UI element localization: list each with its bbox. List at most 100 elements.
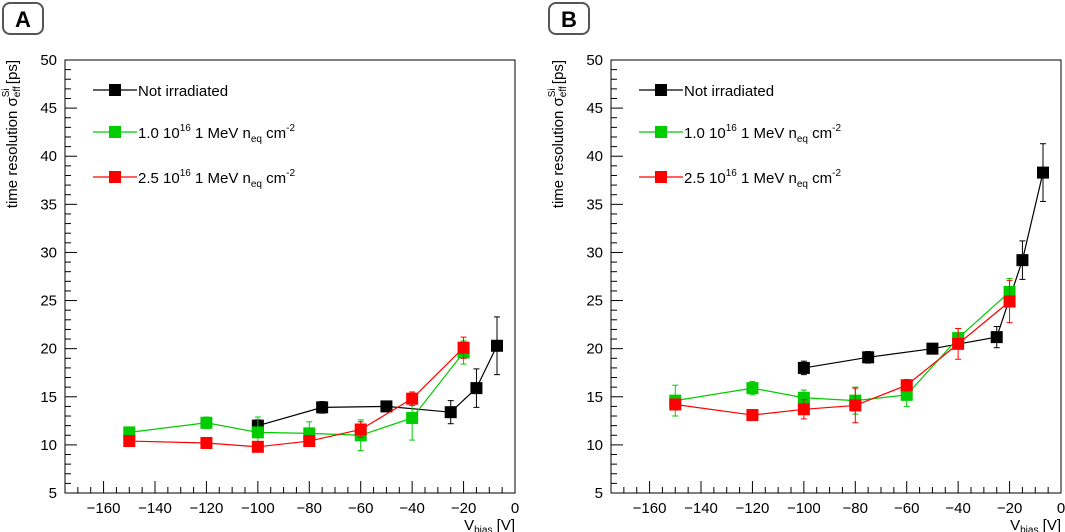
x-tick-label: −60 [894, 500, 919, 517]
y-tick-label: 10 [586, 437, 603, 454]
data-point [457, 341, 470, 354]
legend-marker [109, 126, 121, 138]
legend-entry: 2.5 1016 1 MeV neq cm-2 [639, 168, 842, 190]
x-tick-label: −100 [787, 500, 821, 517]
legend-label: Not irradiated [138, 83, 228, 100]
data-point [797, 361, 810, 374]
y-axis-title: time resolution σeffSi [ps] [547, 60, 569, 208]
data-point [849, 399, 862, 412]
series-0 [797, 143, 1049, 376]
y-tick-label: 30 [586, 244, 603, 261]
x-tick-label: −60 [348, 500, 373, 517]
data-point [669, 398, 682, 411]
y-axis-title: time resolution σeffSi [ps] [1, 60, 23, 208]
y-tick-label: 5 [49, 485, 57, 502]
data-point [123, 426, 136, 439]
x-tick-label: −120 [736, 500, 770, 517]
x-tick-label: −20 [451, 500, 476, 517]
data-point [900, 388, 913, 401]
data-point [251, 426, 264, 439]
legend: Not irradiated 1.0 1016 1 MeV neq cm-2 2.5… [639, 83, 842, 190]
legend-entry: 1.0 1016 1 MeV neq cm-2 [639, 123, 842, 145]
data-point [406, 411, 419, 424]
y-tick-label: 35 [40, 196, 57, 213]
data-point [746, 409, 759, 422]
series-2 [123, 336, 470, 453]
legend-entry: Not irradiated [639, 83, 774, 100]
series-0 [251, 316, 503, 432]
y-tick-label: 15 [586, 389, 603, 406]
y-axis: 5 10 15 20 25 30 35 40 45 50 [40, 52, 77, 502]
x-tick-label: −40 [945, 500, 970, 517]
data-point [491, 339, 503, 352]
data-point [444, 406, 457, 419]
y-tick-label: 40 [40, 148, 57, 165]
legend: Not irradiated 1.0 1016 1 MeV neq cm-2 2.5… [93, 83, 296, 190]
y-tick-label: 25 [586, 293, 603, 310]
data-point [952, 337, 965, 350]
data-point [1037, 166, 1049, 179]
data-point [200, 416, 213, 429]
y-tick-label: 10 [40, 437, 57, 454]
data-point [746, 382, 759, 395]
data-point [380, 400, 393, 413]
data-point [926, 342, 939, 355]
x-tick-label: −140 [138, 500, 172, 517]
x-axis-title: Vbias [V] [1010, 517, 1061, 532]
data-point [1003, 295, 1016, 308]
data-point [200, 436, 213, 449]
y-tick-label: 20 [586, 341, 603, 358]
data-point [797, 403, 810, 416]
data-point [862, 351, 875, 364]
legend-marker [655, 171, 667, 183]
legend-entry: Not irradiated [93, 83, 228, 100]
data-point [354, 423, 367, 436]
y-tick-label: 5 [595, 485, 603, 502]
y-axis: 5 10 15 20 25 30 35 40 45 50 [586, 52, 623, 502]
y-tick-label: 15 [40, 389, 57, 406]
y-tick-label: 35 [586, 196, 603, 213]
data-point [797, 391, 810, 404]
x-tick-label: −160 [87, 500, 121, 517]
data-point [406, 392, 419, 405]
data-point [990, 331, 1003, 344]
panel-label-text: A [15, 7, 31, 32]
data-point [900, 379, 913, 392]
x-tick-label: −120 [190, 500, 224, 517]
x-tick-label: −160 [633, 500, 667, 517]
legend-entry: 1.0 1016 1 MeV neq cm-2 [93, 123, 296, 145]
panel-label: B [548, 2, 590, 35]
x-tick-label: −140 [684, 500, 718, 517]
x-tick-label: 0 [1057, 500, 1065, 517]
series-2 [669, 279, 1016, 424]
legend-label: 1.0 1016 1 MeV neq cm-2 [684, 123, 842, 145]
x-tick-label: 0 [511, 500, 519, 517]
data-point [1016, 254, 1029, 267]
data-point [123, 435, 136, 448]
x-tick-label: −40 [399, 500, 424, 517]
data-point [303, 435, 316, 448]
y-tick-label: 30 [40, 244, 57, 261]
x-axis-title: Vbias [V] [464, 517, 515, 532]
x-tick-label: −20 [997, 500, 1022, 517]
data-point [316, 401, 329, 414]
y-tick-label: 50 [40, 52, 57, 69]
y-tick-label: 50 [586, 52, 603, 69]
data-point [251, 440, 264, 453]
x-axis: −160 −140 −120 −100 −80 −60 −40 −20 0 [64, 481, 519, 517]
panel-label-box [548, 2, 590, 35]
y-tick-label: 45 [40, 100, 57, 117]
legend-marker [109, 84, 121, 96]
y-tick-label: 20 [40, 341, 57, 358]
data-point [470, 382, 483, 395]
y-tick-label: 25 [40, 293, 57, 310]
legend-entry: 2.5 1016 1 MeV neq cm-2 [93, 168, 296, 190]
legend-label: 2.5 1016 1 MeV neq cm-2 [684, 168, 842, 190]
panel-label-text: B [561, 7, 577, 32]
legend-marker [109, 171, 121, 183]
series-line [803, 172, 1044, 369]
x-axis: −160 −140 −120 −100 −80 −60 −40 −20 0 [610, 481, 1065, 517]
